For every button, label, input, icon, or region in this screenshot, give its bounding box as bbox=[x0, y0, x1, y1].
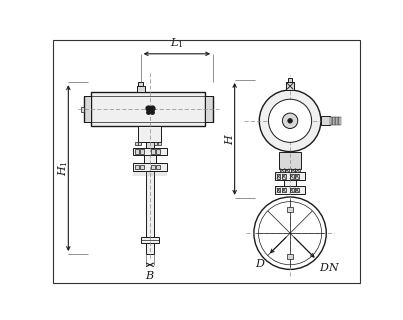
Bar bbox=[286, 82, 294, 90]
Bar bbox=[287, 254, 293, 259]
Bar bbox=[146, 243, 154, 254]
Bar bbox=[137, 86, 145, 92]
Bar bbox=[290, 188, 293, 192]
Bar bbox=[81, 107, 84, 112]
Bar bbox=[154, 141, 157, 145]
Bar bbox=[135, 149, 139, 154]
Bar bbox=[330, 117, 332, 124]
Bar bbox=[275, 186, 305, 194]
Bar bbox=[156, 149, 160, 154]
Circle shape bbox=[283, 113, 298, 129]
Bar bbox=[339, 117, 341, 124]
Text: $DN$: $DN$ bbox=[319, 261, 340, 273]
Circle shape bbox=[288, 118, 293, 123]
Bar bbox=[133, 163, 167, 171]
Bar bbox=[332, 117, 333, 124]
Bar bbox=[338, 117, 339, 124]
Bar bbox=[206, 96, 213, 122]
Bar bbox=[295, 169, 300, 172]
Circle shape bbox=[268, 99, 312, 142]
Bar bbox=[288, 78, 293, 82]
Bar bbox=[295, 174, 299, 179]
Bar bbox=[141, 237, 159, 243]
Bar bbox=[282, 174, 286, 179]
Bar bbox=[138, 126, 162, 141]
Bar bbox=[146, 141, 154, 148]
Bar bbox=[138, 82, 143, 86]
Bar bbox=[291, 169, 295, 172]
Bar bbox=[158, 141, 161, 145]
Bar bbox=[290, 174, 293, 179]
Bar bbox=[151, 149, 155, 154]
Text: $H_1$: $H_1$ bbox=[56, 160, 70, 176]
Bar bbox=[275, 172, 305, 180]
Text: $B$: $B$ bbox=[145, 269, 155, 281]
Bar bbox=[285, 169, 289, 172]
Bar bbox=[133, 148, 167, 156]
Bar bbox=[84, 96, 91, 122]
Bar bbox=[140, 149, 144, 154]
Text: $L_1$: $L_1$ bbox=[170, 36, 184, 50]
Bar bbox=[282, 188, 286, 192]
Circle shape bbox=[259, 90, 321, 152]
Bar bbox=[144, 156, 156, 163]
Bar bbox=[140, 165, 144, 169]
Bar bbox=[135, 141, 137, 145]
Bar bbox=[156, 165, 160, 169]
Circle shape bbox=[254, 197, 326, 269]
Bar bbox=[135, 165, 139, 169]
Bar bbox=[279, 152, 301, 169]
Bar bbox=[333, 117, 335, 124]
Text: $H$: $H$ bbox=[223, 133, 235, 145]
Bar bbox=[284, 180, 296, 186]
Bar bbox=[335, 117, 336, 124]
Bar bbox=[287, 207, 293, 212]
Bar bbox=[295, 188, 299, 192]
Bar bbox=[280, 169, 285, 172]
Bar bbox=[91, 92, 206, 126]
Bar bbox=[146, 171, 154, 237]
Text: $D$: $D$ bbox=[256, 257, 266, 269]
Bar bbox=[151, 165, 155, 169]
Bar bbox=[336, 117, 338, 124]
Bar bbox=[138, 141, 141, 145]
Bar bbox=[276, 188, 280, 192]
Bar bbox=[321, 116, 330, 125]
Bar bbox=[276, 174, 280, 179]
